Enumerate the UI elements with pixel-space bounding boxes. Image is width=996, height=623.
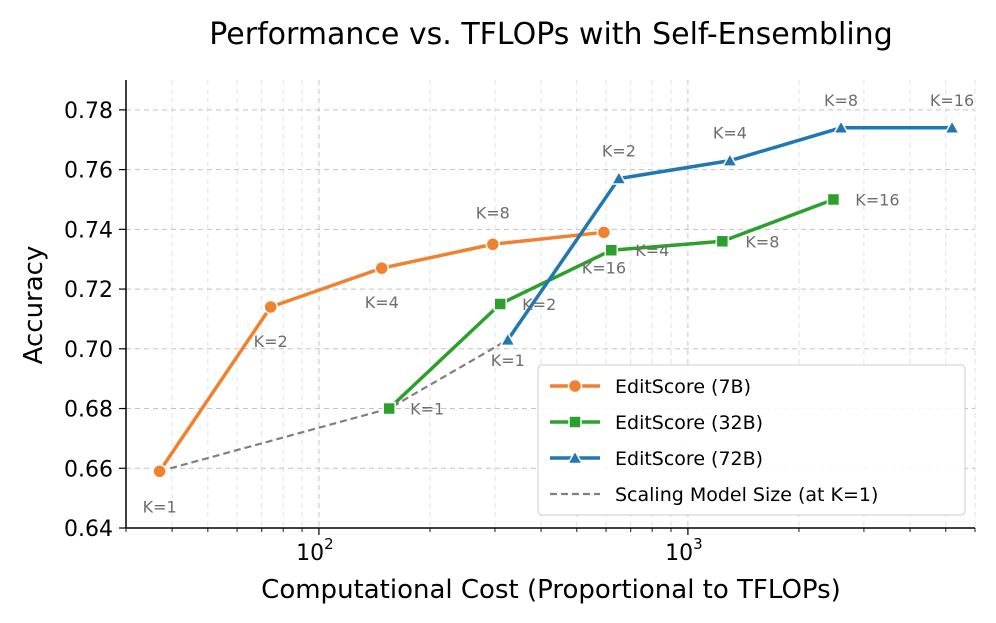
x-axis-label: Computational Cost (Proportional to TFLO…	[261, 575, 841, 605]
legend-item: EditScore (7B)	[550, 376, 751, 398]
point-label-32b: K=1	[410, 400, 444, 419]
y-tick-label: 0.66	[64, 457, 113, 482]
data-point-72b	[499, 331, 517, 347]
x-tick-label: 103	[665, 535, 703, 566]
data-point-7b	[596, 225, 612, 240]
y-tick-label: 0.72	[64, 278, 113, 303]
data-point-7b	[152, 464, 167, 479]
data-point-7b	[374, 260, 389, 276]
x-tick-base: 10	[665, 541, 693, 566]
y-tick-label: 0.78	[64, 99, 113, 124]
point-label-7b: K=8	[476, 203, 510, 222]
legend: EditScore (7B) EditScore (32B) EditScore (…	[537, 364, 966, 516]
chart-title: Performance vs. TFLOPs with Self-Ensembl…	[209, 17, 892, 52]
x-tick-label: 102	[296, 535, 334, 566]
point-label-72b: K=8	[824, 91, 858, 110]
legend-item: EditScore (32B)	[550, 412, 763, 434]
legend-item: Scaling Model Size (at K=1)	[550, 484, 878, 506]
data-point-32b	[493, 297, 507, 311]
data-point-72b	[943, 119, 961, 135]
annotation-label: K=16	[582, 258, 626, 277]
legend-label: EditScore (7B)	[615, 376, 751, 398]
legend-label: EditScore (32B)	[615, 412, 763, 434]
legend-label: EditScore (72B)	[615, 448, 763, 470]
y-tick-label: 0.64	[64, 517, 113, 542]
legend-marker	[567, 378, 583, 394]
data-point-72b	[832, 119, 850, 135]
y-tick-label: 0.70	[64, 338, 113, 363]
data-point-32b	[826, 192, 841, 207]
data-point-7b	[485, 237, 501, 252]
y-tick-label: 0.68	[64, 398, 113, 423]
legend-marker	[568, 415, 582, 429]
legend-label: Scaling Model Size (at K=1)	[615, 484, 878, 506]
point-label-72b: K=16	[930, 91, 974, 110]
data-point-32b	[715, 234, 730, 249]
data-point-72b	[610, 170, 628, 185]
point-label-7b: K=2	[254, 332, 288, 351]
y-axis-label: Accuracy	[19, 246, 49, 365]
data-point-32b	[382, 401, 396, 416]
data-point-72b	[721, 152, 739, 167]
x-tick-exponent: 2	[324, 535, 334, 553]
y-tick-label: 0.74	[64, 218, 113, 243]
point-labels: K=1 K=2 K=4 K=8 K=1 K=2 K=4 K=8 K=16 K=1 K=2 K=4 K=8…	[143, 91, 975, 516]
x-tick-exponent: 3	[693, 535, 703, 553]
series-layer	[152, 119, 961, 479]
x-tick-base: 10	[296, 541, 324, 566]
scaling-line	[159, 338, 509, 473]
point-label-7b: K=4	[365, 293, 399, 312]
point-label-32b: K=8	[745, 232, 779, 251]
point-label-72b: K=2	[602, 142, 636, 161]
point-label-32b: K=2	[522, 295, 556, 314]
data-point-7b	[263, 299, 278, 315]
point-label-32b: K=4	[635, 241, 669, 260]
legend-box	[537, 364, 966, 516]
legend-item: EditScore (72B)	[550, 448, 763, 470]
point-label-32b: K=16	[855, 190, 899, 209]
data-point-32b	[604, 243, 619, 257]
y-tick-label: 0.76	[64, 159, 113, 184]
legend-marker	[566, 449, 584, 465]
point-label-7b: K=1	[143, 497, 177, 516]
point-label-72b: K=4	[713, 124, 747, 143]
point-label-72b: K=1	[491, 351, 525, 370]
